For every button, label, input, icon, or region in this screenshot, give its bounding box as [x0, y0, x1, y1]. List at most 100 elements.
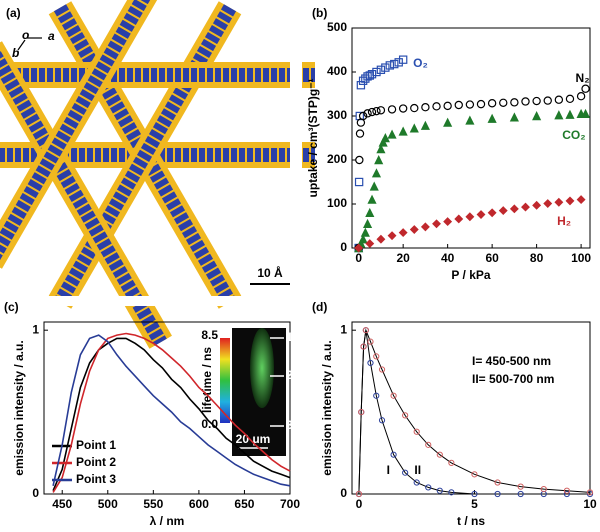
data-point	[448, 489, 455, 496]
data-point	[398, 55, 408, 64]
data-point	[494, 490, 501, 498]
x-tick-label: 700	[280, 497, 300, 511]
data-point	[371, 168, 382, 178]
data-point	[543, 96, 552, 105]
data-point	[387, 231, 397, 241]
data-point	[373, 353, 380, 360]
data-point	[563, 487, 570, 494]
data-point	[356, 80, 366, 90]
data-point	[363, 109, 372, 118]
data-point	[454, 214, 464, 224]
data-point	[420, 120, 430, 130]
x-tick-label: 600	[189, 497, 209, 511]
colorbar-label: 8.5	[201, 328, 218, 342]
data-point	[532, 96, 541, 106]
series-label: II	[414, 463, 421, 477]
data-point	[494, 479, 501, 486]
data-point	[443, 117, 453, 127]
data-point	[378, 417, 386, 424]
data-point	[517, 483, 524, 490]
inset-point-label: 3	[286, 418, 293, 432]
data-point	[425, 484, 432, 491]
data-point	[376, 65, 386, 74]
data-point	[554, 197, 564, 207]
data-point	[532, 111, 542, 121]
data-point	[540, 485, 547, 493]
data-point	[436, 487, 443, 494]
data-point	[576, 195, 586, 205]
y-tick-label: 1	[340, 322, 347, 336]
data-point	[565, 94, 575, 104]
data-point	[402, 469, 409, 476]
data-point	[509, 204, 519, 214]
axis-label: o	[22, 28, 29, 42]
x-tick-label: 20	[396, 251, 410, 265]
data-point	[448, 459, 455, 466]
data-point	[378, 137, 388, 147]
data-point	[367, 69, 377, 79]
y-axis-label: emission intensity / a.u.	[320, 340, 334, 475]
data-point	[365, 239, 375, 249]
data-point	[576, 91, 586, 101]
data-point	[355, 155, 364, 165]
data-point	[436, 451, 443, 458]
data-point	[454, 100, 463, 110]
y-tick-label: 0	[32, 486, 39, 500]
data-point	[420, 222, 430, 232]
data-point	[409, 123, 419, 133]
data-point	[509, 112, 519, 122]
data-point	[563, 490, 570, 498]
data-point	[510, 98, 519, 107]
data-point	[362, 327, 369, 334]
y-tick-label: 100	[327, 196, 347, 210]
colorbar-title: lifetime / ns	[200, 347, 214, 413]
mask	[290, 0, 302, 300]
data-point	[580, 108, 591, 119]
x-tick-label: 650	[234, 497, 254, 511]
y-tick-label: 300	[327, 108, 347, 122]
data-point	[432, 102, 441, 111]
data-point	[376, 106, 386, 115]
data-point	[409, 225, 419, 234]
plot-frame	[351, 27, 591, 249]
data-point	[367, 359, 374, 367]
data-point	[369, 181, 379, 191]
data-point	[354, 177, 364, 187]
x-tick-label: 40	[441, 251, 455, 265]
data-point	[476, 99, 486, 109]
x-tick-label: 0	[355, 251, 362, 265]
data-point	[360, 343, 367, 350]
data-point	[565, 196, 575, 206]
data-point	[367, 107, 377, 117]
data-point	[358, 76, 368, 85]
axis-arrow	[17, 39, 26, 51]
data-point	[471, 471, 478, 478]
series-line	[52, 332, 291, 493]
series-label: O₂	[413, 56, 428, 70]
data-point	[413, 479, 420, 486]
data-point	[378, 366, 386, 373]
x-axis-label: P / kPa	[451, 268, 490, 282]
y-tick-label: 0	[340, 486, 347, 500]
data-point	[443, 101, 452, 111]
data-point	[363, 72, 372, 81]
y-axis-label: uptake / cm³(STP)g⁻¹	[306, 78, 320, 197]
x-tick-label: 10	[583, 497, 597, 511]
data-point	[487, 99, 497, 108]
data-point	[398, 228, 408, 238]
data-point	[554, 110, 564, 120]
data-point	[358, 111, 368, 121]
data-point	[471, 490, 478, 498]
data-point	[365, 207, 375, 217]
x-tick-label: 80	[530, 251, 544, 265]
x-tick-label: 500	[98, 497, 118, 511]
data-point	[385, 61, 395, 70]
framework-band	[0, 0, 151, 261]
y-tick-label: 200	[327, 152, 347, 166]
framework-band	[0, 49, 167, 346]
panel-label: (c)	[4, 300, 19, 314]
series-line	[358, 328, 591, 495]
data-point	[380, 133, 390, 143]
data-point	[487, 208, 497, 218]
